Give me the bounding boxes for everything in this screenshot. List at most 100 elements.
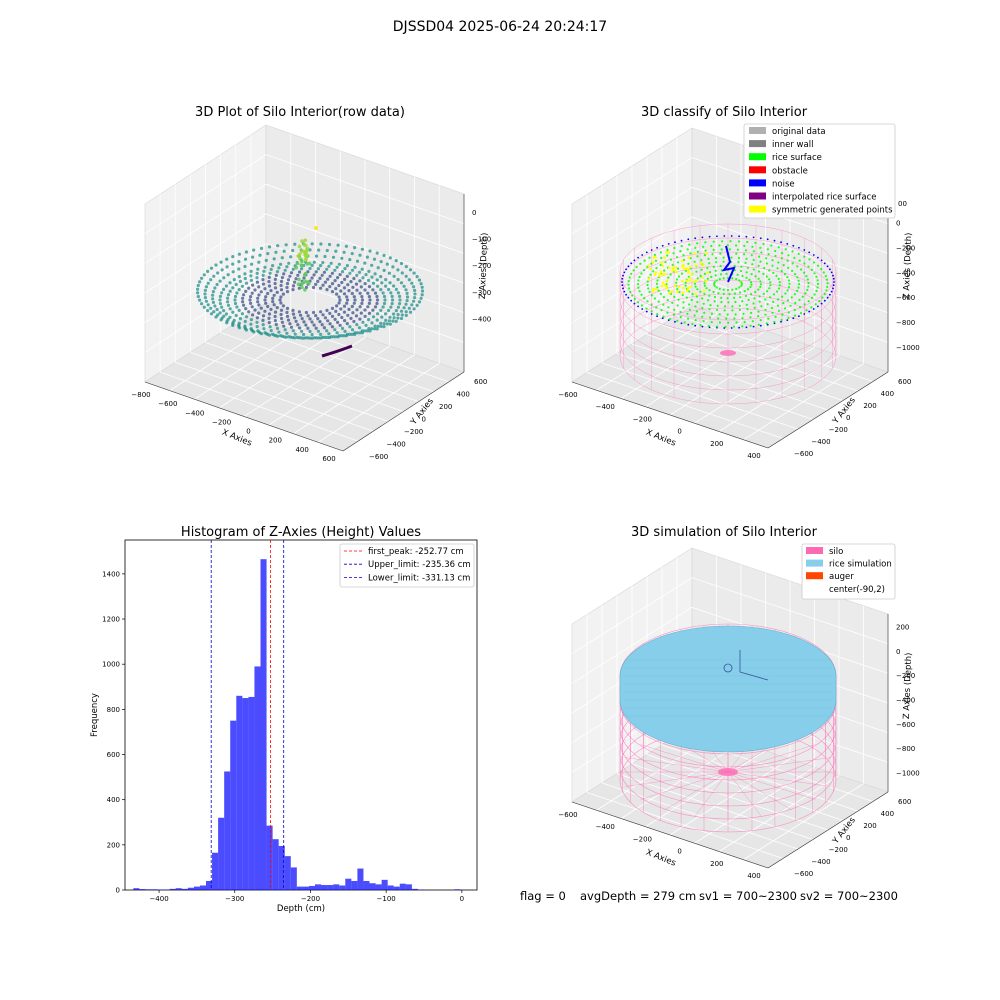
raw-point [413, 296, 417, 300]
raw-point [390, 302, 394, 306]
rice-surface-point [794, 301, 797, 305]
raw-point [218, 279, 222, 283]
raw-point [244, 289, 248, 293]
raw-point [388, 256, 392, 260]
raw-point [360, 331, 364, 335]
raw-point [316, 279, 320, 283]
rice-surface-point [793, 308, 796, 312]
y-tick-label: 0 [846, 834, 850, 842]
raw-point [319, 242, 323, 246]
raw-point [334, 249, 338, 253]
rice-surface-point [820, 268, 823, 271]
raw-point [267, 316, 271, 320]
noise-point [808, 310, 811, 313]
symmetric-point [705, 252, 708, 255]
symmetric-point [660, 284, 664, 288]
rice-surface-point [703, 311, 706, 314]
rice-surface-point [646, 280, 649, 283]
rice-surface-point [722, 288, 725, 291]
rice-surface-point [712, 265, 715, 268]
raw-point [277, 266, 281, 270]
noise-point [780, 241, 782, 244]
rice-surface-point [629, 290, 632, 293]
symmetric-point [647, 277, 651, 281]
rice-surface-point [631, 294, 634, 297]
raw-point [375, 278, 379, 282]
raw-point [241, 296, 245, 300]
rice-surface-point [708, 289, 711, 292]
rice-surface-point [793, 256, 796, 259]
raw-point [225, 257, 229, 261]
rice-surface-point [702, 320, 705, 323]
rice-surface-point [667, 289, 670, 292]
raw-point [363, 282, 367, 286]
legend-swatch [749, 140, 766, 148]
raw-point [385, 262, 389, 266]
rice-surface-point [679, 310, 682, 314]
symmetric-point [686, 289, 689, 292]
histogram-frame [124, 539, 478, 891]
x-tick-label: 0 [460, 895, 464, 903]
rice-surface-point [749, 285, 752, 289]
histogram-bar [224, 771, 231, 890]
raw-point [379, 260, 383, 264]
histogram-bar [199, 885, 206, 890]
raw-point [312, 285, 316, 290]
rice-surface-point [699, 274, 702, 278]
raw-point [272, 293, 276, 297]
raw-point [213, 286, 217, 290]
rice-surface-point [702, 302, 705, 305]
legend-frame [743, 123, 896, 219]
raw-point [342, 310, 347, 314]
raw-point [289, 255, 293, 259]
x-tick-label: −600 [558, 391, 577, 399]
rice-surface-point [710, 321, 713, 324]
raw-point [273, 314, 277, 319]
rice-surface-point [793, 293, 797, 296]
raw-point [321, 283, 325, 287]
rice-surface-point [696, 288, 699, 291]
raw-point [253, 288, 257, 292]
silo-floor-spoke [640, 771, 729, 800]
raw-point [310, 333, 314, 337]
raw-point [233, 298, 237, 302]
raw-point [301, 280, 306, 285]
rice-surface-point [734, 300, 737, 304]
rice-surface-point [786, 289, 789, 292]
legend-label: silo [829, 547, 843, 557]
legend-frame [801, 543, 896, 600]
rice-surface-point [752, 268, 755, 271]
rice-surface-point [757, 288, 760, 291]
rice-surface-point [777, 261, 780, 264]
noise-point [812, 254, 815, 256]
noise-point [798, 315, 800, 318]
rice-surface-point [805, 275, 808, 278]
raw-point [415, 303, 419, 307]
simulation-plot-y-ticks: 600 400 200 0 −200 −400 −600 [794, 798, 911, 878]
simulation-plot-x-label: X Axies [644, 848, 677, 869]
raw-point [259, 332, 264, 336]
raw-point [396, 316, 400, 320]
rice-surface-point [731, 309, 734, 312]
histogram-bar [399, 883, 406, 890]
rice-surface-point [729, 240, 732, 243]
noise-point [792, 317, 795, 320]
rice-surface-point [813, 272, 816, 275]
raw-point [391, 319, 395, 323]
rice-surface-point [737, 240, 741, 243]
raw-point [296, 273, 300, 277]
raw-point [243, 272, 247, 276]
raw-point [379, 288, 383, 292]
raw-point [340, 280, 344, 285]
raw-point [360, 267, 364, 271]
raw-point [266, 291, 270, 296]
simulation-plot-legend: silo rice simulation auger center(-90,2) [801, 543, 896, 600]
raw-point [285, 282, 290, 286]
rice-surface-point [744, 249, 748, 252]
rice-surface-point [767, 317, 770, 320]
raw-point [273, 281, 277, 286]
rice-surface-point [723, 309, 726, 312]
rice-surface-point [694, 305, 697, 308]
raw-point [267, 312, 272, 316]
rice-surface-point [673, 308, 676, 311]
